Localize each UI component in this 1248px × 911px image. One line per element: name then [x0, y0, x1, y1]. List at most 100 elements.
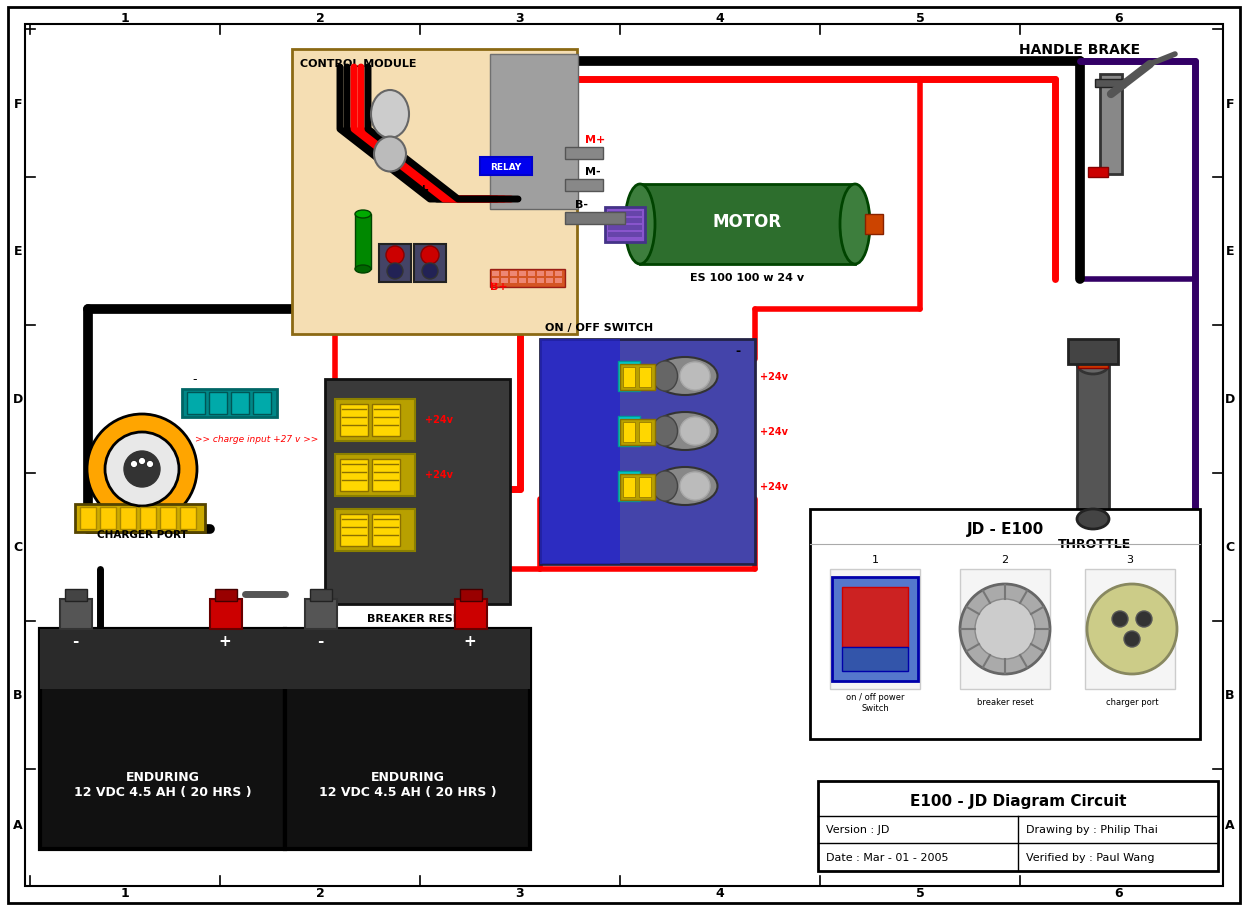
Text: CONTROL MODULE: CONTROL MODULE [300, 59, 417, 69]
Circle shape [139, 458, 146, 465]
Bar [334, 400, 416, 442]
Bar [537, 271, 544, 277]
Text: 6: 6 [1114, 12, 1123, 25]
Ellipse shape [653, 358, 718, 395]
Bar [519, 279, 525, 283]
Ellipse shape [653, 362, 678, 392]
Bar [1068, 340, 1118, 364]
Text: 3: 3 [515, 886, 524, 899]
Bar [334, 455, 416, 496]
Bar [492, 271, 499, 277]
Circle shape [421, 247, 439, 265]
Bar [1094, 80, 1124, 87]
Text: B: B [1226, 689, 1234, 701]
Bar [100, 507, 116, 529]
Text: JD - E100: JD - E100 [966, 522, 1043, 537]
Bar [490, 55, 578, 210]
Circle shape [87, 415, 197, 525]
Bar [620, 364, 655, 391]
Bar [842, 648, 909, 671]
Ellipse shape [625, 185, 655, 265]
Circle shape [146, 461, 154, 468]
Bar [605, 208, 645, 242]
Bar [140, 507, 156, 529]
Text: D: D [12, 393, 24, 406]
Text: 2: 2 [316, 12, 324, 25]
Bar [456, 599, 487, 630]
Bar [528, 271, 535, 277]
Bar [620, 420, 655, 445]
Bar [1078, 354, 1108, 369]
Bar [215, 589, 237, 601]
Ellipse shape [1077, 354, 1109, 374]
Text: Verified by : Paul Wang: Verified by : Paul Wang [1026, 852, 1154, 862]
Bar [565, 179, 603, 192]
Text: 3: 3 [1127, 555, 1133, 565]
Text: 2: 2 [316, 886, 324, 899]
Bar [623, 423, 635, 443]
Text: -: - [735, 344, 740, 358]
Bar [623, 477, 635, 497]
Text: ENDURING
12 VDC 4.5 AH ( 20 HRS ): ENDURING 12 VDC 4.5 AH ( 20 HRS ) [318, 770, 497, 798]
Bar [555, 279, 562, 283]
Text: BREAKER RESET: BREAKER RESET [367, 613, 468, 623]
Bar [490, 270, 565, 288]
Text: Version : JD: Version : JD [826, 824, 890, 834]
Text: RELAY: RELAY [490, 162, 522, 171]
Bar [639, 368, 651, 387]
Text: ES 100 100 w 24 v: ES 100 100 w 24 v [690, 272, 804, 282]
Bar [324, 380, 510, 604]
Ellipse shape [1077, 509, 1109, 529]
Text: ON / OFF SWITCH: ON / OFF SWITCH [545, 322, 653, 333]
Bar [253, 393, 271, 415]
Circle shape [960, 584, 1050, 674]
Bar [480, 158, 532, 176]
Bar [1099, 75, 1122, 175]
Text: -: - [72, 634, 79, 649]
Bar [1088, 168, 1108, 178]
Bar [500, 271, 508, 277]
Bar [339, 459, 368, 491]
Bar [231, 393, 250, 415]
Bar [65, 589, 87, 601]
Ellipse shape [653, 413, 718, 451]
Bar [620, 475, 655, 500]
Bar [618, 416, 640, 446]
Circle shape [131, 461, 137, 468]
Text: +24v: +24v [760, 426, 787, 436]
Text: C: C [1226, 541, 1234, 554]
Circle shape [1112, 611, 1128, 628]
Bar [80, 507, 96, 529]
Text: M+: M+ [585, 135, 605, 145]
Bar [285, 630, 530, 690]
Circle shape [386, 247, 404, 265]
Bar [490, 55, 578, 210]
Text: E: E [14, 245, 22, 258]
Text: C: C [14, 541, 22, 554]
Bar [565, 213, 625, 225]
Text: +24v: +24v [426, 469, 453, 479]
Text: 1: 1 [121, 886, 130, 899]
Text: +24v: +24v [760, 482, 787, 491]
Bar [372, 515, 401, 547]
Text: Date : Mar - 01 - 2005: Date : Mar - 01 - 2005 [826, 852, 948, 862]
Bar [510, 271, 517, 277]
Bar [537, 279, 544, 283]
Bar [354, 215, 371, 270]
Text: 1: 1 [871, 555, 879, 565]
Text: -: - [317, 634, 323, 649]
Text: 2: 2 [1001, 555, 1008, 565]
Ellipse shape [680, 363, 710, 391]
Bar [960, 569, 1050, 690]
Circle shape [975, 599, 1035, 660]
Bar [120, 507, 136, 529]
Bar [372, 459, 401, 491]
Bar [372, 404, 401, 436]
Bar [519, 271, 525, 277]
Bar [461, 589, 482, 601]
Text: +: + [463, 634, 477, 649]
Text: 5: 5 [916, 886, 925, 899]
Bar [310, 589, 332, 601]
Bar [379, 245, 411, 282]
Bar [832, 578, 919, 681]
